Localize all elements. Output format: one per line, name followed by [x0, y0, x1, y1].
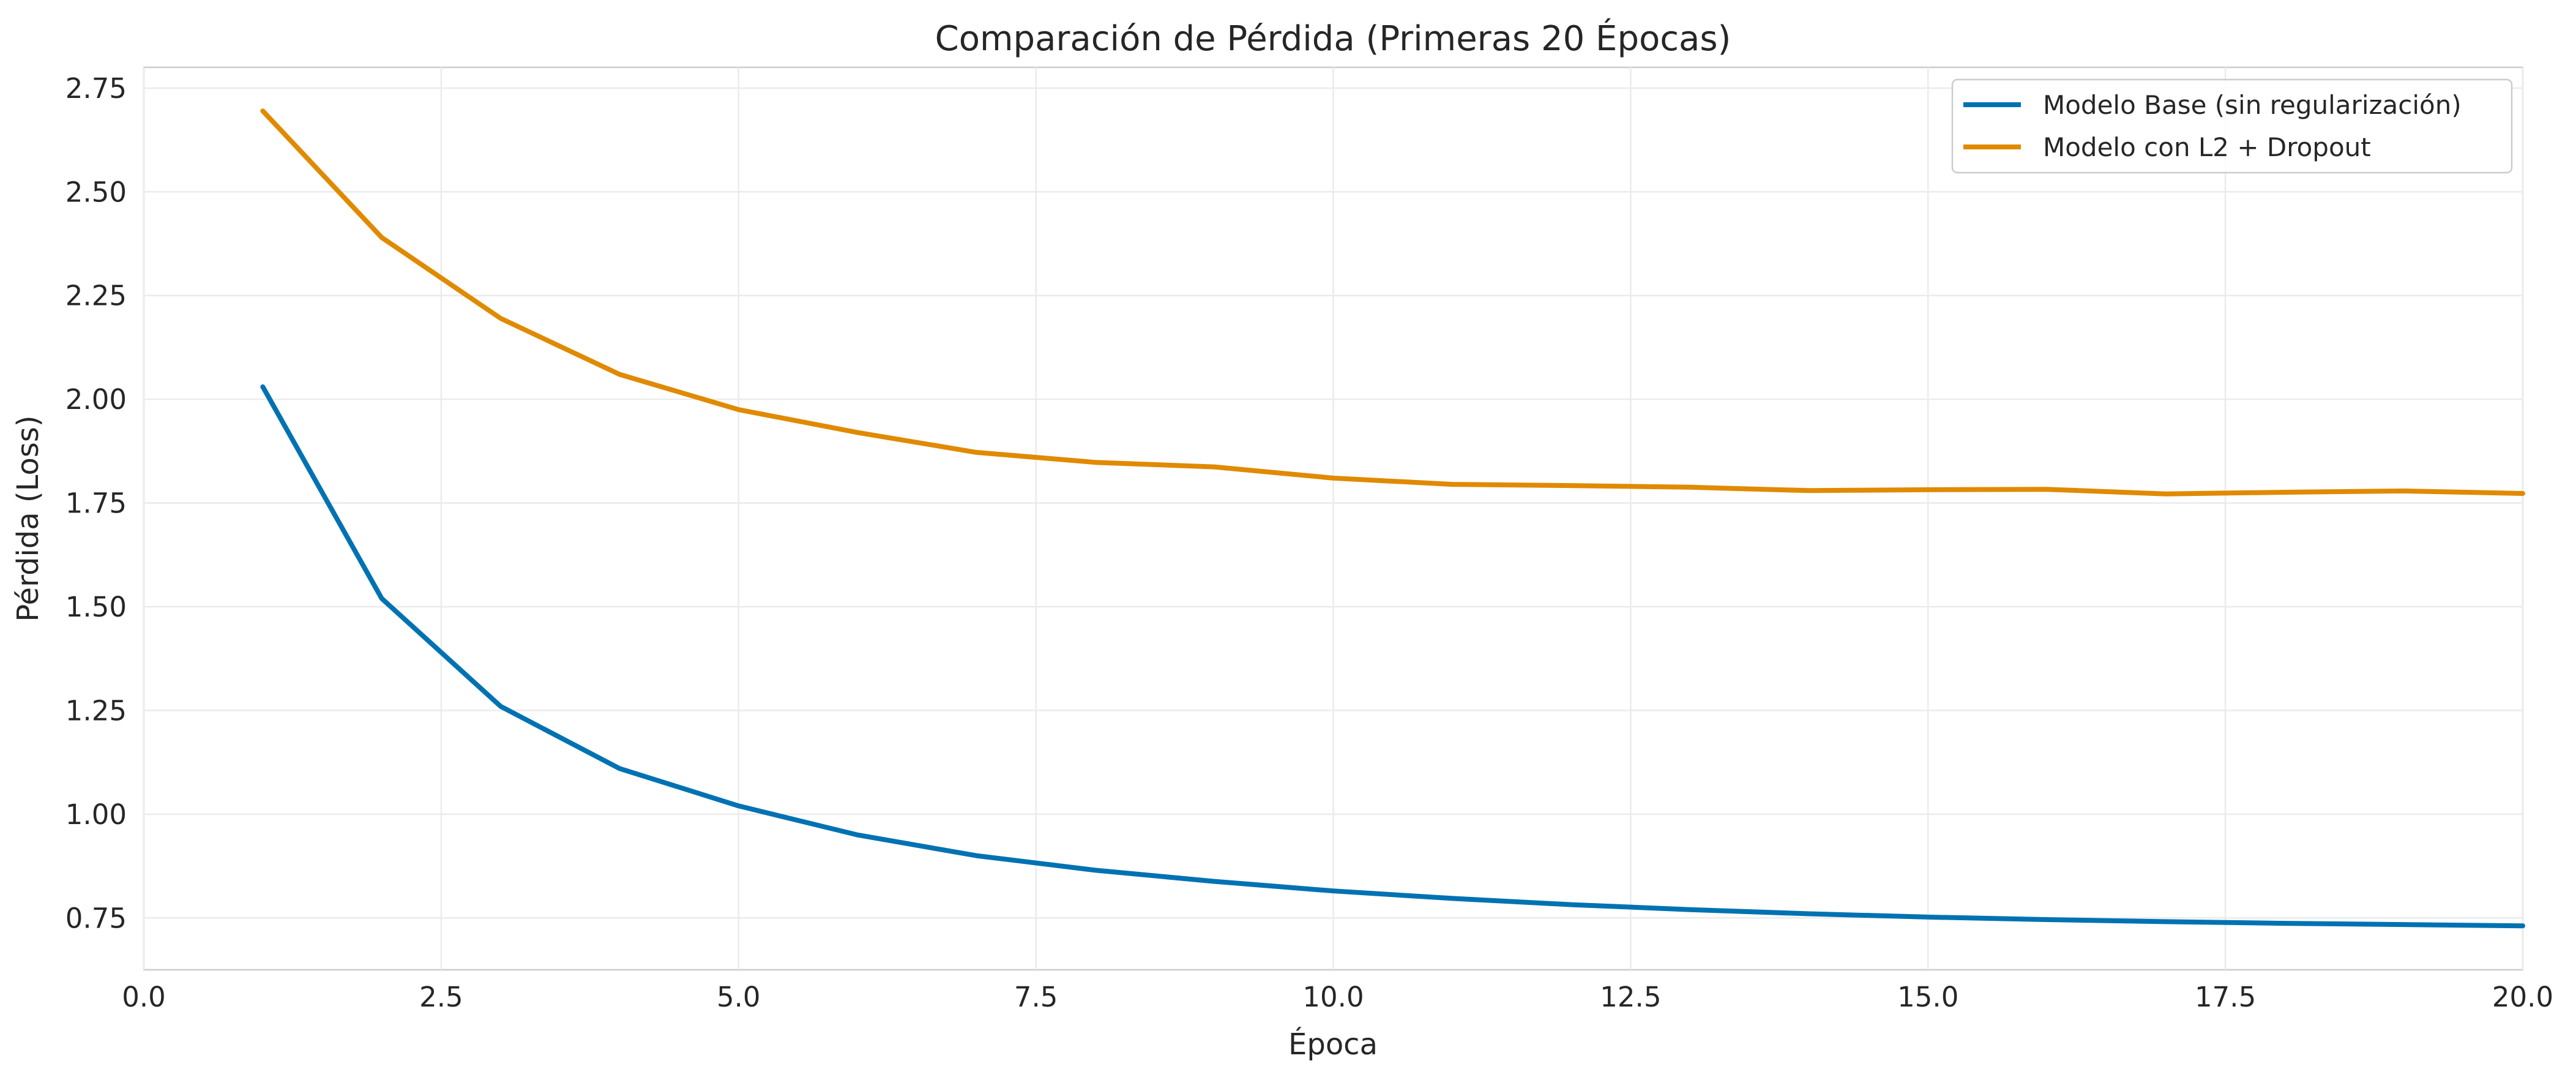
x-tick-label: 2.5	[419, 981, 463, 1013]
legend: Modelo Base (sin regularización) Modelo …	[1951, 78, 2513, 174]
series-line-0	[260, 384, 2525, 929]
y-tick-label: 1.00	[65, 798, 127, 831]
legend-label-regularized: Modelo con L2 + Dropout	[2043, 132, 2371, 162]
x-tick-label: 20.0	[2492, 981, 2553, 1013]
x-tick-label: 10.0	[1302, 981, 1364, 1013]
y-tick-label: 1.25	[65, 694, 127, 727]
legend-box	[1951, 78, 2513, 174]
x-tick-label: 7.5	[1014, 981, 1058, 1013]
y-tick-label: 1.50	[65, 591, 127, 623]
chart-title: Comparación de Pérdida (Primeras 20 Époc…	[935, 19, 1731, 59]
y-tick-label: 2.75	[65, 72, 127, 105]
x-tick-label: 12.5	[1600, 981, 1661, 1013]
x-tick-label: 5.0	[717, 981, 761, 1013]
x-axis-label: Época	[1288, 1027, 1378, 1062]
x-tick-label: 0.0	[122, 981, 166, 1013]
series-lines	[260, 108, 2525, 929]
y-tick-label: 2.50	[65, 176, 127, 208]
series-line-1	[260, 108, 2525, 497]
y-tick-label: 2.00	[65, 383, 127, 416]
y-tick-label: 2.25	[65, 280, 127, 312]
grid	[143, 67, 2524, 970]
legend-label-base: Modelo Base (sin regularización)	[2043, 90, 2462, 120]
y-tick-label: 1.75	[65, 487, 127, 520]
x-tick-label: 15.0	[1897, 981, 1958, 1013]
y-tick-label: 0.75	[65, 902, 127, 934]
y-axis-ticks: 0.75 1.00 1.25 1.50 1.75 2.00 2.25 2.50 2.75	[65, 72, 127, 934]
x-tick-label: 17.5	[2195, 981, 2256, 1013]
x-axis-ticks: 0.0 2.5 5.0 7.5 10.0 12.5 15.0 17.5 20.0	[122, 981, 2553, 1013]
y-axis-label: Pérdida (Loss)	[11, 415, 45, 621]
